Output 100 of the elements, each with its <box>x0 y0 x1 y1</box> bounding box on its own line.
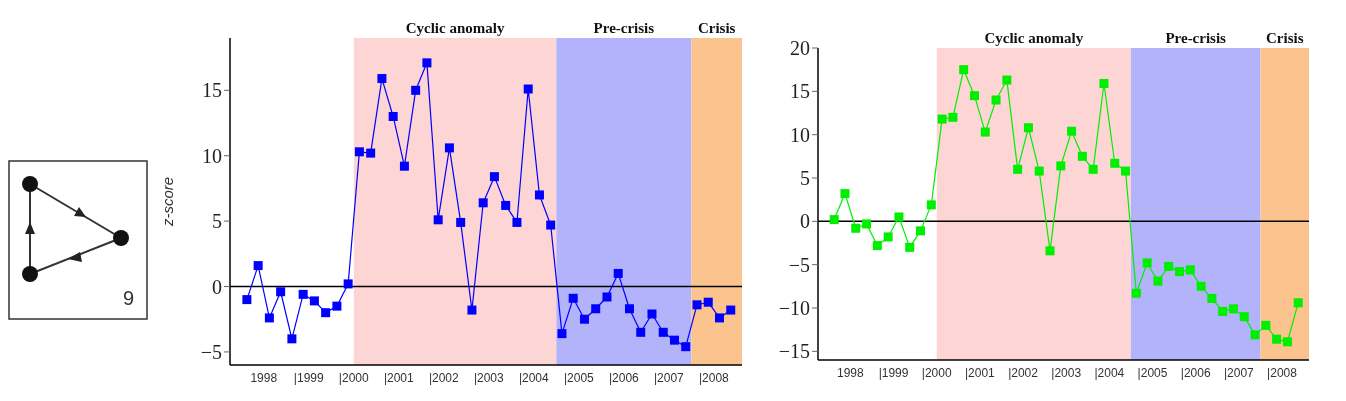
point <box>276 287 286 297</box>
y-tick-label: 15 <box>790 80 810 103</box>
point <box>1196 281 1206 291</box>
x-tick-label: |1999 <box>293 370 324 385</box>
point <box>1218 306 1228 316</box>
y-tick-label: −10 <box>778 297 810 320</box>
y-tick-label: 10 <box>790 123 810 146</box>
band-label: Pre-crisis <box>593 20 655 36</box>
band-label: Crisis <box>1265 30 1304 46</box>
point <box>467 305 477 315</box>
point <box>343 279 353 289</box>
point <box>1228 304 1238 314</box>
point <box>1056 161 1066 171</box>
point <box>1121 166 1131 176</box>
x-tick-label: |2008 <box>698 370 730 385</box>
point <box>926 200 936 210</box>
x-tick-label: |2000 <box>921 365 952 380</box>
point <box>1099 79 1109 89</box>
x-tick-label: |2000 <box>338 370 370 385</box>
band-label: Cyclic anomaly <box>984 30 1084 46</box>
point <box>287 334 297 344</box>
point <box>894 212 904 222</box>
text: 9 <box>122 287 134 310</box>
x-tick-label: |1999 <box>878 365 909 380</box>
point <box>1034 166 1044 176</box>
x-tick-label: |2005 <box>563 370 595 385</box>
x-tick-label: |2002 <box>1008 365 1039 380</box>
x-tick-label: |2004 <box>1094 365 1125 380</box>
point <box>523 84 533 94</box>
x-tick-label: |2004 <box>518 370 550 385</box>
point <box>546 220 556 230</box>
point <box>1131 288 1141 298</box>
point <box>242 295 252 305</box>
point <box>1282 337 1292 347</box>
point <box>1250 330 1260 340</box>
point <box>703 297 713 307</box>
point <box>411 85 421 95</box>
y-tick-label: −5 <box>200 341 222 364</box>
point <box>1153 276 1163 286</box>
point <box>937 114 947 124</box>
point <box>298 289 308 299</box>
point <box>489 172 499 182</box>
x-tick-label: 1998 <box>837 365 865 380</box>
point <box>534 190 544 200</box>
point <box>829 215 839 225</box>
point <box>613 268 623 278</box>
point <box>692 300 702 310</box>
point <box>602 292 612 302</box>
x-tick-label: |2007 <box>1223 365 1255 380</box>
point <box>969 91 979 101</box>
point <box>681 342 691 352</box>
point <box>1002 75 1012 85</box>
point <box>715 313 724 323</box>
point <box>332 301 342 311</box>
y-axis-title: z-score <box>159 176 177 228</box>
point <box>905 242 915 252</box>
x-tick-label: |2006 <box>608 370 640 385</box>
x-tick-label: |2008 <box>1267 365 1298 380</box>
x-tick-label: |2007 <box>653 370 685 385</box>
point <box>851 223 861 233</box>
point <box>422 58 432 68</box>
point <box>501 200 511 210</box>
point <box>862 219 872 229</box>
point <box>478 198 488 208</box>
y-tick-label: −5 <box>788 253 810 276</box>
point <box>872 241 882 251</box>
y-tick-label: 5 <box>212 210 222 233</box>
x-tick-label: |2003 <box>473 370 505 385</box>
y-tick-label: 0 <box>212 275 222 298</box>
point <box>1045 246 1055 256</box>
point <box>1142 258 1152 268</box>
point <box>512 217 522 227</box>
point <box>991 95 1001 105</box>
x-tick-label: |2006 <box>1180 365 1211 380</box>
point <box>321 308 331 318</box>
point <box>309 296 319 306</box>
x-tick-label: |2003 <box>1051 365 1082 380</box>
point <box>916 226 926 236</box>
point <box>1272 334 1282 344</box>
y-tick-label: −15 <box>778 340 810 363</box>
point <box>658 327 668 337</box>
point <box>1110 158 1120 168</box>
point <box>624 304 634 314</box>
point <box>1067 126 1077 136</box>
y-tick-label: 10 <box>202 144 222 167</box>
band-label: Pre-crisis <box>1165 30 1227 46</box>
point <box>636 327 646 337</box>
x-tick-label: |2001 <box>964 365 996 380</box>
point <box>1207 293 1217 303</box>
point <box>433 215 443 225</box>
y-tick-label: 0 <box>800 210 810 233</box>
point <box>1088 164 1098 174</box>
point <box>726 305 736 315</box>
x-tick-label: |2001 <box>383 370 415 385</box>
point <box>959 65 969 75</box>
point <box>1185 265 1195 275</box>
point <box>1164 261 1174 271</box>
point <box>568 293 578 303</box>
point <box>444 143 454 153</box>
point <box>883 232 893 242</box>
